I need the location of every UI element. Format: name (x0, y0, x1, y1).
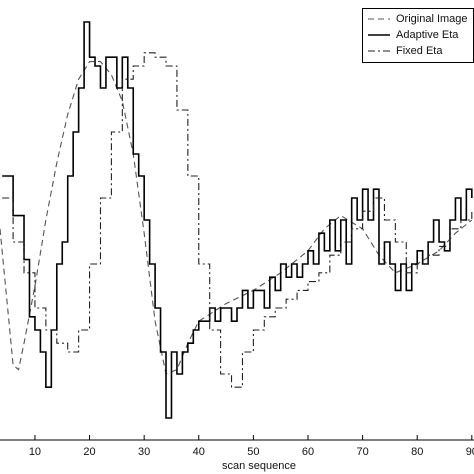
x-tick-label: 30 (138, 446, 150, 458)
x-tick-label: 10 (29, 446, 41, 458)
legend-label: Adaptive Eta (396, 29, 459, 41)
legend-label: Fixed Eta (396, 45, 443, 57)
x-tick-label: 20 (83, 446, 95, 458)
x-tick-label: 90 (466, 446, 474, 458)
x-tick-label: 50 (247, 446, 259, 458)
legend-label: Original Image (396, 13, 468, 25)
series-line (2, 52, 473, 388)
x-tick-label: 80 (411, 446, 423, 458)
x-tick-label: 40 (193, 446, 205, 458)
series-line (2, 21, 473, 419)
x-tick-label: 70 (356, 446, 368, 458)
x-axis-label: scan sequence (222, 460, 296, 472)
legend: Original Image Adaptive Eta Fixed Eta (362, 8, 474, 63)
series-line (0, 61, 473, 375)
x-tick-label: 60 (302, 446, 314, 458)
